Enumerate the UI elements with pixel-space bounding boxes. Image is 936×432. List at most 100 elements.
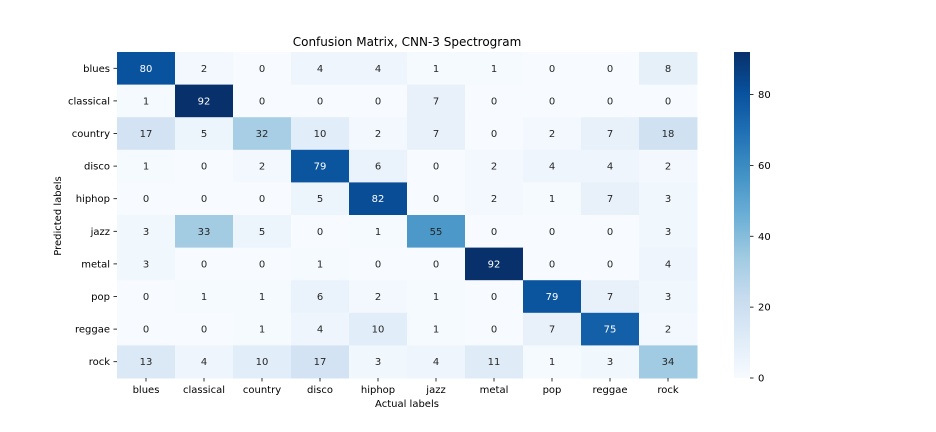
heatmap-cell: [349, 84, 408, 118]
cell-value-label: 17: [140, 129, 153, 140]
colorbar: 0 20 40 60 80: [734, 52, 771, 385]
heatmap-cell: [407, 280, 466, 314]
cell-value-label: 7: [607, 292, 613, 303]
heatmap-cell: [639, 149, 698, 183]
cell-value-label: 0: [317, 227, 323, 238]
cell-value-label: 18: [662, 129, 675, 140]
heatmap-cell: [639, 312, 698, 346]
heatmap-cell: [581, 280, 640, 314]
cell-value-label: 5: [317, 194, 323, 205]
heatmap-cell: [233, 84, 292, 118]
heatmap-cell: [349, 345, 408, 379]
y-tick-label: pop: [91, 292, 110, 303]
cell-value-label: 10: [256, 357, 269, 368]
cell-value-label: 0: [143, 325, 149, 336]
heatmap-cell: [117, 52, 176, 86]
heatmap-cell: [233, 52, 292, 86]
heatmap-cell: [465, 149, 524, 183]
heatmap-cell: [407, 345, 466, 379]
cell-value-label: 2: [665, 325, 671, 336]
cell-value-label: 8: [665, 64, 671, 75]
cell-value-label: 10: [372, 325, 385, 336]
cell-value-label: 0: [491, 325, 497, 336]
heatmap-cell: [233, 280, 292, 314]
x-tick-label: country: [243, 385, 281, 396]
y-tick-label: disco: [84, 162, 110, 173]
heatmap-cell: [175, 312, 234, 346]
heatmap-cell: [291, 312, 350, 346]
heatmap-cell: [349, 215, 408, 249]
x-tick-label: metal: [480, 385, 509, 396]
heatmap-cell: [465, 182, 524, 216]
heatmap-cell: [291, 280, 350, 314]
heatmap-cell: [117, 149, 176, 183]
cell-value-label: 92: [198, 96, 211, 107]
cell-value-label: 0: [259, 194, 265, 205]
heatmap-cell: [175, 345, 234, 379]
heatmap-cell: [291, 52, 350, 86]
heatmap-cell: [175, 149, 234, 183]
cell-value-label: 1: [491, 64, 497, 75]
cell-value-label: 0: [259, 259, 265, 270]
heatmap-cell: [465, 247, 524, 281]
cell-value-label: 0: [143, 194, 149, 205]
heatmap-cell: [117, 84, 176, 118]
heatmap-cell: [407, 312, 466, 346]
colorbar-tick-label: 80: [758, 90, 771, 101]
y-tick-label: metal: [81, 259, 110, 270]
cell-value-label: 2: [665, 162, 671, 173]
cell-value-label: 0: [201, 194, 207, 205]
cell-value-label: 1: [317, 259, 323, 270]
cell-value-label: 0: [433, 194, 439, 205]
y-tick-label: hiphop: [76, 194, 110, 205]
cell-value-label: 2: [201, 64, 207, 75]
cell-value-label: 0: [549, 96, 555, 107]
heatmap-cell: [349, 312, 408, 346]
cell-value-label: 3: [143, 259, 149, 270]
cell-value-label: 34: [662, 357, 675, 368]
heatmap-cell: [233, 149, 292, 183]
cell-value-label: 4: [607, 162, 613, 173]
heatmap-cell: [291, 117, 350, 151]
heatmap-cell: [639, 182, 698, 216]
x-tick-label: blues: [133, 385, 160, 396]
y-tick-label: blues: [83, 64, 110, 75]
heatmap-cell: [175, 215, 234, 249]
y-tick-label: jazz: [90, 227, 110, 238]
cell-value-label: 1: [259, 325, 265, 336]
heatmap-cell: [581, 247, 640, 281]
heatmap-cell: [407, 84, 466, 118]
cell-value-label: 7: [433, 96, 439, 107]
heatmap-cell: [291, 345, 350, 379]
cell-value-label: 0: [201, 325, 207, 336]
cell-value-label: 1: [549, 194, 555, 205]
heatmap-cell: [465, 345, 524, 379]
heatmap-cell: [117, 280, 176, 314]
heatmap-cell: [523, 312, 582, 346]
cell-value-label: 0: [665, 96, 671, 107]
heatmap-cell: [349, 280, 408, 314]
x-tick-labels: blues classical country disco hiphop jazz meta…: [133, 378, 679, 396]
heatmap-cell: [407, 149, 466, 183]
heatmap-cell: [523, 215, 582, 249]
cell-value-label: 0: [201, 259, 207, 270]
heatmap-cell: [233, 345, 292, 379]
cell-value-label: 82: [372, 194, 385, 205]
cell-value-label: 6: [317, 292, 323, 303]
heatmap-cell: [349, 247, 408, 281]
heatmap-cell: [639, 52, 698, 86]
cell-value-label: 0: [375, 96, 381, 107]
x-tick-label: jazz: [425, 385, 445, 396]
cell-value-label: 3: [375, 357, 381, 368]
heatmap-cell: [175, 280, 234, 314]
cell-value-label: 0: [549, 259, 555, 270]
cell-value-label: 1: [375, 227, 381, 238]
cell-value-label: 0: [491, 292, 497, 303]
heatmap-cell: [523, 280, 582, 314]
cell-value-label: 3: [665, 194, 671, 205]
heatmap-cell: [581, 215, 640, 249]
heatmap-cell: [349, 182, 408, 216]
cell-value-label: 0: [607, 227, 613, 238]
cell-value-label: 4: [549, 162, 555, 173]
